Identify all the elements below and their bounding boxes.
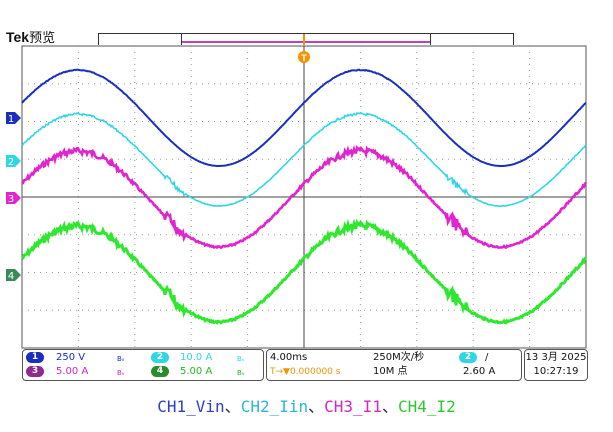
caption-ch3: CH3_I1	[324, 397, 382, 416]
ch1-bw-limit: Bᵥ	[117, 355, 125, 363]
trigger-position-marker[interactable]: T	[298, 34, 310, 63]
brand-label: Tek预览	[6, 30, 55, 46]
ch4-level-marker[interactable]: 4	[6, 269, 21, 282]
ch4-setting[interactable]: 4	[151, 366, 169, 379]
svg-text:1: 1	[8, 114, 14, 125]
time-readout: 10:27:19	[533, 366, 579, 377]
ch3-waveform	[21, 144, 587, 250]
graticule	[21, 45, 587, 349]
trigger-slope: /	[485, 352, 489, 363]
svg-text:2: 2	[8, 157, 14, 168]
ch3-bw-limit: Bᵥ	[117, 369, 125, 377]
timebase-panel[interactable]: 4.00ms T→▼0.000000 s 250M次/秒 10M 点 2 / 2…	[266, 349, 522, 381]
ch1-badge: 1	[26, 352, 44, 363]
figure-caption: CH1_Vin、CH2_Iin、CH3_I1、CH4_I2	[157, 397, 456, 416]
zoom-window-indicator	[182, 41, 430, 43]
ch3-setting[interactable]: 3	[26, 366, 44, 379]
caption-ch4: CH4_I2	[397, 397, 456, 416]
caption-ch2: CH2_Iin	[240, 397, 309, 416]
ch4-bw-limit: Bᵥ	[237, 369, 245, 377]
svg-text:3: 3	[8, 194, 14, 205]
ch2-setting[interactable]: 2	[151, 352, 169, 365]
ch4-badge: 4	[151, 366, 169, 377]
record-view-bar[interactable]	[98, 33, 514, 45]
ch2-waveform	[21, 111, 587, 208]
ch3-level-marker[interactable]: 3	[6, 192, 21, 205]
trigger-source[interactable]: 2	[459, 352, 477, 365]
brand-logo: Tek	[6, 29, 30, 45]
ch4-scale: 5.00 A	[180, 366, 213, 377]
trigger-position: T→▼0.000000 s	[270, 367, 341, 377]
top-bar: Tek预览	[0, 0, 613, 46]
ch2-badge: 2	[151, 352, 169, 363]
trigger-marker-label: T	[301, 53, 307, 63]
ch1-scale: 250 V	[56, 352, 86, 363]
horizontal-scale: 4.00ms	[270, 352, 308, 363]
svg-text:4: 4	[8, 271, 14, 282]
waveform-display[interactable]: T 1 2 3 4	[0, 0, 613, 350]
ch1-level-marker[interactable]: 1	[6, 112, 21, 125]
clock-panel: 13 3月 2025 10:27:19	[524, 349, 588, 381]
channel-settings-panel[interactable]: 1 250 V Bᵥ 2 10.0 A Bᵥ 3 5.00 A Bᵥ 4 5.0…	[22, 349, 264, 381]
ch3-badge: 3	[26, 366, 44, 377]
ch4-waveform	[21, 218, 588, 325]
caption-ch1: CH1_Vin	[157, 397, 225, 416]
date-readout: 13 3月 2025	[525, 352, 587, 363]
ch2-bw-limit: Bᵥ	[237, 355, 245, 363]
ch2-level-marker[interactable]: 2	[6, 155, 21, 168]
ch2-scale: 10.0 A	[180, 352, 213, 363]
trigger-source-badge: 2	[459, 352, 477, 363]
record-length: 10M 点	[373, 366, 408, 377]
sample-rate: 250M次/秒	[373, 352, 425, 363]
ch1-waveform	[21, 68, 587, 168]
acquisition-mode: 预览	[29, 31, 56, 46]
trigger-level: 2.60 A	[463, 366, 496, 377]
status-bar: 1 250 V Bᵥ 2 10.0 A Bᵥ 3 5.00 A Bᵥ 4 5.0…	[22, 349, 588, 381]
ch3-scale: 5.00 A	[56, 366, 89, 377]
ch1-setting[interactable]: 1	[26, 352, 44, 365]
